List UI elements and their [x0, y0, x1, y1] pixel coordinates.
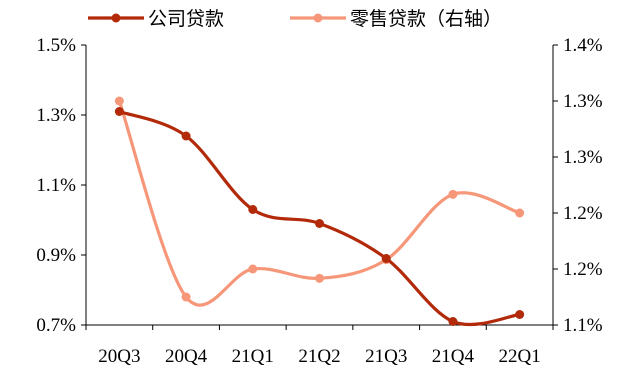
data-point-corporate-loans: [515, 310, 525, 319]
right-axis-tick-label: 1.1%: [563, 315, 603, 336]
data-point-corporate-loans: [381, 254, 391, 263]
right-axis-tick-label: 1.3%: [563, 91, 603, 112]
x-axis-tick-label: 20Q4: [165, 346, 208, 367]
left-axis-tick-label: 1.5%: [36, 35, 76, 56]
axes: 0.7% 0.9% 1.1% 1.3% 1.5% 1.1% 1.2% 1.2% 1.3% 1.3%…: [36, 35, 602, 367]
legend-item-retail-loans: 零售贷款（右轴）: [290, 8, 502, 30]
legend-marker: [313, 13, 323, 23]
right-axis-tick-label: 1.3%: [563, 147, 603, 168]
right-axis-tick-label: 1.2%: [563, 259, 603, 280]
right-axis-tick-label: 1.2%: [563, 203, 603, 224]
data-point-corporate-loans: [448, 317, 458, 326]
data-point-corporate-loans: [114, 107, 124, 116]
data-point-retail-loans: [248, 264, 258, 274]
left-axis-tick-label: 1.3%: [36, 105, 76, 126]
left-axis-tick-label: 1.1%: [36, 175, 76, 196]
legend-label: 公司贷款: [148, 8, 224, 30]
x-axis-tick-label: 21Q3: [365, 346, 407, 367]
left-axis-tick-label: 0.9%: [36, 245, 76, 266]
data-point-retail-loans: [181, 292, 191, 302]
x-axis-tick-label: 21Q2: [298, 346, 340, 367]
data-point-corporate-loans: [315, 219, 324, 228]
data-point-retail-loans: [448, 189, 458, 199]
left-axis-tick-label: 0.7%: [36, 315, 76, 336]
x-axis-tick-label: 22Q1: [499, 346, 541, 367]
legend-label: 零售贷款（右轴）: [350, 8, 502, 30]
data-point-corporate-loans: [248, 205, 258, 214]
series-layer: [114, 96, 525, 327]
data-point-retail-loans: [315, 273, 324, 283]
data-point-retail-loans: [515, 208, 525, 218]
x-axis-tick-label: 20Q3: [98, 346, 140, 367]
series-line-corporate-loans: [118, 109, 520, 327]
legend-marker: [111, 13, 121, 23]
x-axis-tick-label: 21Q1: [232, 346, 274, 367]
right-axis-tick-label: 1.4%: [563, 35, 603, 56]
data-point-corporate-loans: [181, 131, 191, 141]
data-point-retail-loans: [114, 96, 124, 106]
x-axis-tick-label: 21Q4: [432, 346, 475, 367]
legend: 公司贷款 零售贷款（右轴）: [88, 8, 502, 30]
legend-item-corporate-loans: 公司贷款: [88, 8, 224, 30]
